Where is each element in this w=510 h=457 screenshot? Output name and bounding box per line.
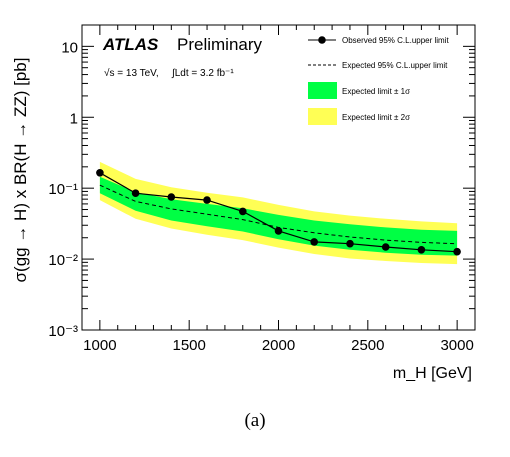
observed-point [417,246,426,254]
luminosity-label: ∫Ldt = 3.2 fb⁻¹ [171,68,234,79]
y-tick-label: 10⁻² [48,252,78,269]
y-tick-label: 10⁻¹ [48,181,78,198]
observed-point [167,193,176,201]
x-tick-label: 1500 [172,337,205,354]
y-tick-label: 1 [70,110,78,127]
observed-point [346,239,354,248]
observed-point [131,189,140,197]
band-1sigma [99,176,458,256]
legend-2sigma-label: Expected limit ± 2σ [342,113,410,122]
x-tick-label: 2500 [351,337,384,354]
observed-point [274,227,283,235]
energy-label: √s = 13 TeV, [104,67,159,79]
observed-point [96,169,104,177]
limit-curves [96,169,461,256]
legend-2sigma-swatch [308,108,337,125]
observed-point [381,243,390,251]
legend-observed-marker [318,36,326,44]
y-tick-label: 10⁻³ [48,323,78,340]
observed-point [453,247,461,256]
x-axis-label: m_H [GeV] [393,365,472,382]
y-tick-label: 10 [61,39,78,56]
legend-1sigma-label: Expected limit ± 1σ [342,87,410,96]
legend-expected-label: Expected 95% C.L.upper limit [342,61,448,70]
status-label: Preliminary [177,35,263,54]
legend-observed-label: Observed 95% C.L.upper limit [342,36,449,45]
limit-plot: 1000 1500 2000 2500 3000 10⁻³ 10⁻² 10⁻¹ 1 10 ATLA… [11,24,476,382]
observed-point [203,196,211,204]
x-tick-label: 2000 [262,337,295,354]
observed-point [239,207,247,216]
y-axis-label: σ(gg → H) x BR(H → ZZ) [pb] [11,58,30,283]
experiment-label: ATLAS [102,35,159,54]
x-tick-label: 1000 [83,337,116,354]
axis-ticks: 1000 1500 2000 2500 3000 10⁻³ 10⁻² 10⁻¹ 1 10 [48,24,476,354]
legend: Observed 95% C.L.upper limit Expected 95… [308,36,449,125]
x-tick-label: 3000 [440,337,473,354]
observed-point [310,238,319,246]
legend-1sigma-swatch [308,82,337,99]
figure-caption: (a) [244,410,266,431]
